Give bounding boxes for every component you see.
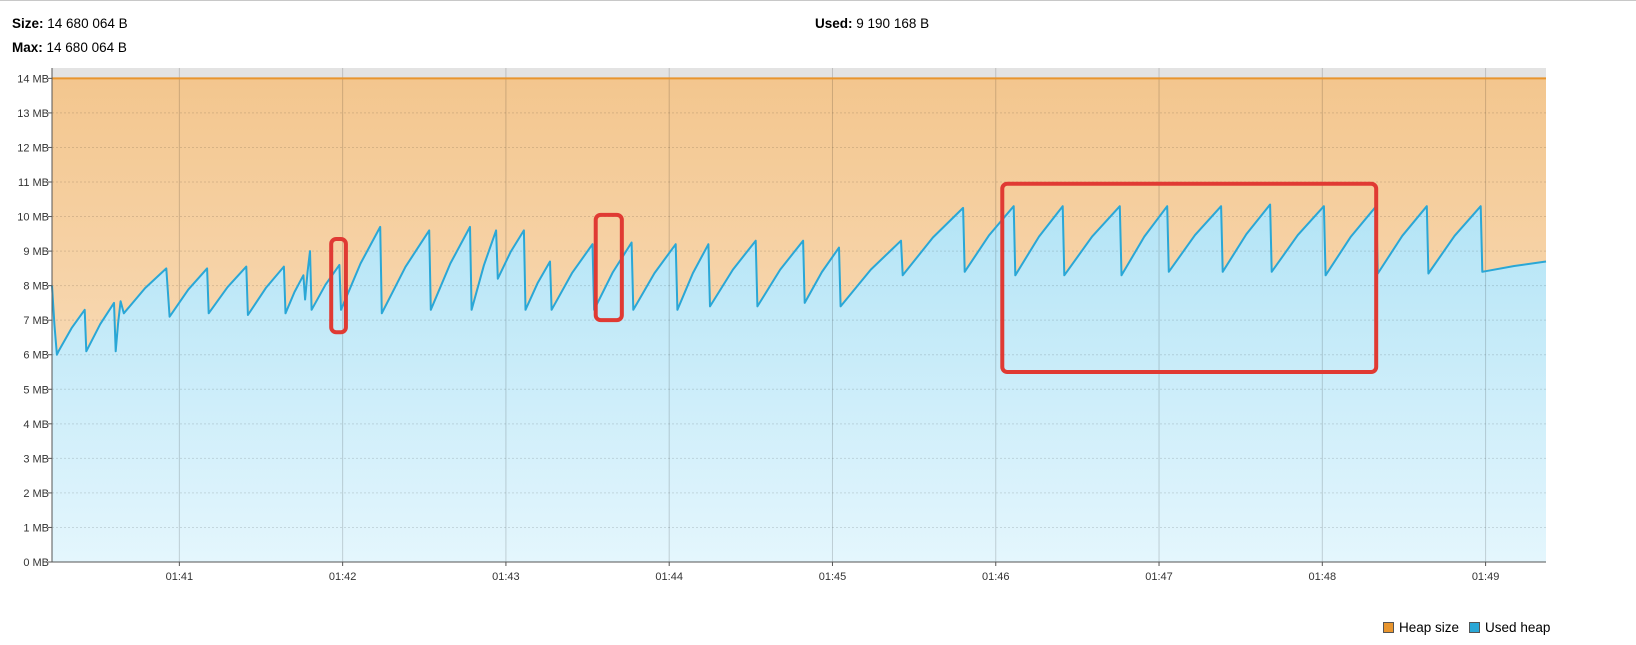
y-tick-label: 10 MB [17, 212, 49, 224]
top-border [0, 0, 1636, 1]
used-heap-area [52, 204, 1546, 562]
legend-used-heap-label: Used heap [1485, 620, 1551, 635]
size-stat: Size: 14 680 064 B [12, 16, 128, 31]
y-tick-label: 2 MB [23, 488, 49, 500]
y-tick-label: 1 MB [23, 522, 49, 534]
y-tick-label: 12 MB [17, 142, 49, 154]
series-lines [51, 77, 1547, 356]
annotation-box-3 [1000, 181, 1379, 374]
axes [48, 68, 1546, 566]
y-tick-label: 7 MB [23, 315, 49, 327]
max-stat: Max: 14 680 064 B [12, 40, 127, 55]
size-label: Size: [12, 16, 44, 31]
y-tick-label: 3 MB [23, 453, 49, 465]
x-tick-label: 01:43 [492, 571, 520, 583]
y-tick-label: 6 MB [23, 350, 49, 362]
max-label: Max: [12, 40, 43, 55]
size-value: 14 680 064 B [47, 16, 128, 31]
x-tick-label: 01:44 [655, 571, 683, 583]
x-tick-label: 01:41 [166, 571, 194, 583]
annotation-box-1 [329, 237, 348, 335]
y-tick-label: 11 MB [18, 177, 49, 189]
y-tick-label: 8 MB [23, 281, 49, 293]
x-tick-label: 01:45 [819, 571, 847, 583]
y-tick-label: 9 MB [23, 246, 49, 258]
y-tick-label: 13 MB [17, 108, 49, 120]
series-layer [52, 78, 1546, 562]
y-tick-label: 4 MB [23, 419, 49, 431]
y-tick-label: 0 MB [23, 557, 49, 569]
legend-heap-size-swatch [1383, 622, 1394, 633]
used-stat: Used: 9 190 168 B [815, 16, 929, 31]
annotation-layer [329, 181, 1379, 374]
x-tick-label: 01:46 [982, 571, 1010, 583]
used-heap-line [51, 203, 1547, 356]
used-label: Used: [815, 16, 853, 31]
x-tick-label: 01:48 [1309, 571, 1337, 583]
y-tick-label: 5 MB [23, 384, 49, 396]
legend-heap-size-label: Heap size [1399, 620, 1460, 635]
used-value: 9 190 168 B [856, 16, 930, 31]
y-tick-label: 14 MB [17, 73, 49, 85]
x-tick-label: 01:47 [1145, 571, 1173, 583]
gridlines [52, 68, 1546, 562]
x-tick-label: 01:42 [329, 571, 357, 583]
y-tick-labels: 0 MB 1 MB 2 MB 3 MB 4 MB 5 MB 6 MB 7 MB 8 MB 9 MB… [17, 73, 49, 569]
legend: Heap size Used heap [1383, 620, 1550, 635]
x-tick-label: 01:49 [1472, 571, 1500, 583]
max-value: 14 680 064 B [46, 40, 127, 55]
annotation-box-2 [593, 212, 624, 323]
legend-used-heap-swatch [1469, 622, 1481, 633]
x-tick-labels: 01:41 01:42 01:43 01:44 01:45 01:46 01:47 01:48… [166, 571, 1500, 583]
